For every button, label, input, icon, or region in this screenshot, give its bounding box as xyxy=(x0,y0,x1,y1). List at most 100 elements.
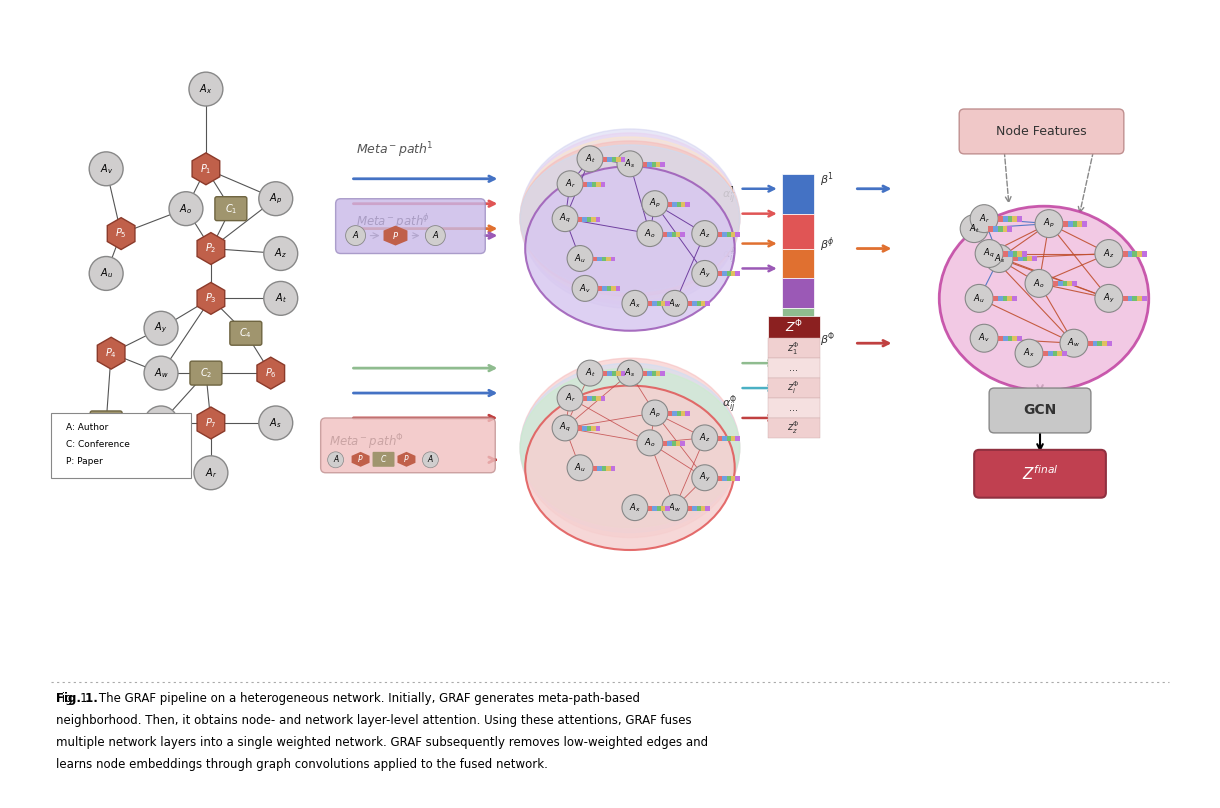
Text: C: Conference: C: Conference xyxy=(66,440,131,449)
Bar xyxy=(587,217,592,221)
Bar xyxy=(998,217,1003,221)
Circle shape xyxy=(692,425,717,451)
Bar xyxy=(621,371,625,376)
Text: $z_1^\Phi$: $z_1^\Phi$ xyxy=(787,340,800,356)
Bar xyxy=(727,436,731,441)
Circle shape xyxy=(1060,329,1088,357)
Circle shape xyxy=(1094,239,1122,267)
Bar xyxy=(1142,251,1147,256)
Circle shape xyxy=(89,256,123,290)
Bar xyxy=(603,286,606,292)
Bar xyxy=(767,398,820,418)
Polygon shape xyxy=(398,452,416,467)
Bar xyxy=(767,358,820,378)
Bar xyxy=(1132,296,1137,301)
Circle shape xyxy=(144,311,178,345)
Polygon shape xyxy=(192,153,220,185)
Text: $A_q$: $A_q$ xyxy=(155,416,167,430)
FancyBboxPatch shape xyxy=(974,450,1105,498)
Text: neighborhood. Then, it obtains node- and network layer-level attention. Using th: neighborhood. Then, it obtains node- and… xyxy=(56,714,692,727)
Bar xyxy=(592,217,595,221)
Bar xyxy=(1058,351,1063,356)
Bar xyxy=(656,371,660,376)
Bar xyxy=(603,157,608,162)
Bar xyxy=(656,301,661,306)
Bar xyxy=(736,436,739,441)
Text: $P_2$: $P_2$ xyxy=(205,242,217,255)
Bar xyxy=(667,202,672,207)
Circle shape xyxy=(144,356,178,390)
Bar xyxy=(1013,217,1017,221)
Text: $A_p$: $A_p$ xyxy=(649,197,661,210)
Ellipse shape xyxy=(520,141,739,297)
Bar xyxy=(1008,296,1013,301)
Circle shape xyxy=(622,494,648,520)
FancyBboxPatch shape xyxy=(229,322,262,345)
Text: $A_v$: $A_v$ xyxy=(580,282,590,295)
Circle shape xyxy=(189,72,223,106)
Text: $A_p$: $A_p$ xyxy=(270,191,282,206)
Text: $A_v$: $A_v$ xyxy=(978,332,989,344)
Bar xyxy=(621,157,625,162)
Bar xyxy=(727,232,731,237)
Text: $\alpha^\phi_{ij}$: $\alpha^\phi_{ij}$ xyxy=(722,243,737,267)
Text: P: P xyxy=(393,232,398,241)
Bar xyxy=(1017,256,1022,262)
Bar xyxy=(731,436,736,441)
Text: $Z^\Phi$: $Z^\Phi$ xyxy=(784,319,803,335)
Text: multiple network layers into a single weighted network. GRAF subsequently remove: multiple network layers into a single we… xyxy=(56,736,709,749)
Bar xyxy=(592,182,597,187)
Bar xyxy=(672,411,677,416)
Bar xyxy=(592,396,597,401)
Ellipse shape xyxy=(520,133,739,305)
Circle shape xyxy=(637,430,662,456)
Bar xyxy=(600,396,605,401)
Text: $A_y$: $A_y$ xyxy=(699,267,710,280)
Bar xyxy=(1003,226,1008,232)
Text: $\alpha^1_{ij}$: $\alpha^1_{ij}$ xyxy=(722,185,736,207)
Bar xyxy=(582,426,587,431)
Text: A: Author: A: Author xyxy=(66,423,109,432)
Bar xyxy=(686,411,689,416)
Bar xyxy=(606,286,611,292)
Bar xyxy=(1127,251,1132,256)
Text: $A_y$: $A_y$ xyxy=(699,471,710,484)
Circle shape xyxy=(970,324,998,352)
Text: $C_4$: $C_4$ xyxy=(239,326,253,340)
Bar xyxy=(656,506,661,511)
Bar xyxy=(782,249,814,279)
Text: $\beta^\phi$: $\beta^\phi$ xyxy=(820,235,834,254)
Bar xyxy=(1008,217,1013,221)
Bar xyxy=(1017,217,1022,221)
Bar xyxy=(588,182,592,187)
Bar xyxy=(583,182,588,187)
Bar xyxy=(782,174,814,213)
Circle shape xyxy=(965,284,993,313)
Circle shape xyxy=(692,260,717,286)
Bar xyxy=(686,202,689,207)
Ellipse shape xyxy=(520,363,739,532)
Text: $A_w$: $A_w$ xyxy=(669,297,681,309)
Bar xyxy=(651,162,656,166)
Bar xyxy=(1003,296,1008,301)
Text: ...: ... xyxy=(789,403,798,413)
Circle shape xyxy=(89,152,123,186)
Circle shape xyxy=(264,237,298,271)
Bar xyxy=(667,441,672,446)
Text: $A_s$: $A_s$ xyxy=(993,252,1005,265)
Text: $A_s$: $A_s$ xyxy=(625,367,636,380)
Bar xyxy=(665,301,670,306)
Bar xyxy=(587,426,592,431)
Circle shape xyxy=(662,494,688,520)
Bar xyxy=(782,339,814,368)
FancyBboxPatch shape xyxy=(989,388,1091,433)
Text: $A_w$: $A_w$ xyxy=(154,366,168,380)
Text: $A_q$: $A_q$ xyxy=(983,247,996,260)
Bar xyxy=(702,506,705,511)
Bar xyxy=(1127,296,1132,301)
Circle shape xyxy=(567,246,593,271)
Bar xyxy=(988,226,993,232)
Bar xyxy=(601,465,606,471)
Bar xyxy=(1013,296,1017,301)
Bar xyxy=(722,232,727,237)
